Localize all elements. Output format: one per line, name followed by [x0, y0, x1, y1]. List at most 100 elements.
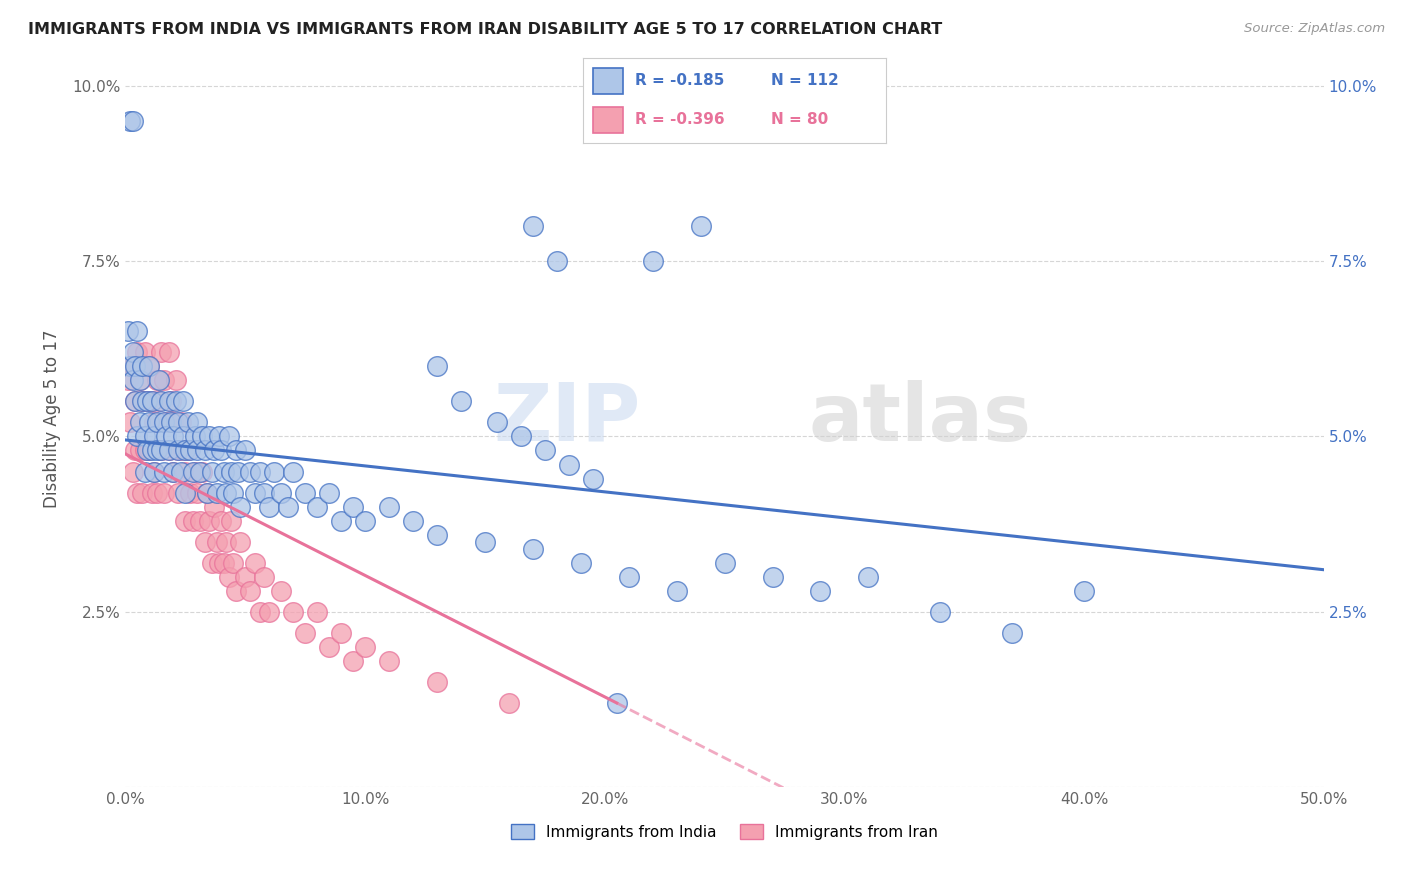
Point: [127, 429, 149, 443]
Point: [219, 465, 242, 479]
Point: [117, 324, 139, 338]
Point: [167, 443, 190, 458]
Point: [174, 465, 197, 479]
Point: [141, 394, 163, 409]
Y-axis label: Disability Age 5 to 17: Disability Age 5 to 17: [44, 330, 60, 508]
Point: [318, 640, 340, 654]
Point: [259, 500, 281, 514]
Point: [761, 570, 783, 584]
Text: Source: ZipAtlas.com: Source: ZipAtlas.com: [1244, 22, 1385, 36]
Point: [191, 465, 214, 479]
Point: [141, 485, 163, 500]
Point: [485, 416, 508, 430]
Point: [209, 443, 232, 458]
Point: [127, 324, 149, 338]
Point: [124, 394, 146, 409]
Point: [222, 556, 245, 570]
Text: atlas: atlas: [808, 380, 1032, 458]
Point: [150, 394, 173, 409]
Point: [713, 556, 735, 570]
Point: [307, 500, 329, 514]
Point: [143, 465, 166, 479]
Text: R = -0.396: R = -0.396: [636, 112, 724, 128]
Point: [160, 416, 183, 430]
Point: [150, 345, 173, 359]
Point: [201, 556, 224, 570]
Point: [212, 465, 235, 479]
Point: [522, 541, 544, 556]
Point: [222, 485, 245, 500]
Point: [186, 416, 208, 430]
Point: [128, 373, 150, 387]
Point: [198, 514, 221, 528]
Point: [188, 514, 211, 528]
Point: [330, 514, 353, 528]
Point: [174, 514, 197, 528]
Point: [120, 416, 142, 430]
Point: [141, 394, 163, 409]
Point: [534, 443, 557, 458]
Point: [929, 605, 952, 619]
Point: [134, 345, 156, 359]
Point: [169, 416, 191, 430]
Point: [354, 514, 377, 528]
Point: [121, 359, 143, 374]
Point: [212, 556, 235, 570]
FancyBboxPatch shape: [592, 107, 623, 133]
Point: [426, 675, 449, 690]
Point: [131, 394, 153, 409]
Point: [167, 443, 190, 458]
Point: [239, 583, 262, 598]
Point: [522, 219, 544, 233]
Point: [148, 394, 170, 409]
Point: [219, 514, 242, 528]
Point: [229, 534, 252, 549]
Point: [193, 534, 215, 549]
Point: [253, 570, 276, 584]
Point: [202, 443, 225, 458]
Point: [294, 485, 316, 500]
Point: [426, 359, 449, 374]
Point: [342, 654, 364, 668]
Point: [270, 485, 292, 500]
Point: [120, 113, 142, 128]
Point: [177, 416, 200, 430]
Point: [136, 443, 159, 458]
Point: [215, 485, 238, 500]
Text: ZIP: ZIP: [494, 380, 641, 458]
Point: [195, 485, 218, 500]
Point: [155, 429, 177, 443]
Point: [172, 443, 194, 458]
Point: [181, 465, 204, 479]
Point: [127, 345, 149, 359]
Point: [243, 485, 266, 500]
Point: [131, 485, 153, 500]
Point: [172, 394, 194, 409]
Point: [229, 500, 252, 514]
Point: [141, 443, 163, 458]
Point: [134, 443, 156, 458]
Point: [202, 500, 225, 514]
Point: [155, 416, 177, 430]
Point: [195, 485, 218, 500]
Point: [157, 443, 180, 458]
Point: [181, 514, 204, 528]
Point: [249, 605, 271, 619]
Point: [124, 394, 146, 409]
Point: [378, 654, 401, 668]
Point: [218, 429, 240, 443]
Point: [157, 443, 180, 458]
Point: [259, 605, 281, 619]
Point: [145, 373, 167, 387]
Point: [191, 429, 214, 443]
Point: [165, 373, 187, 387]
Point: [177, 443, 200, 458]
Point: [120, 359, 142, 374]
Point: [263, 465, 285, 479]
Point: [205, 485, 228, 500]
Point: [193, 443, 215, 458]
Point: [569, 556, 592, 570]
Point: [218, 570, 240, 584]
Point: [208, 429, 231, 443]
Point: [138, 359, 160, 374]
